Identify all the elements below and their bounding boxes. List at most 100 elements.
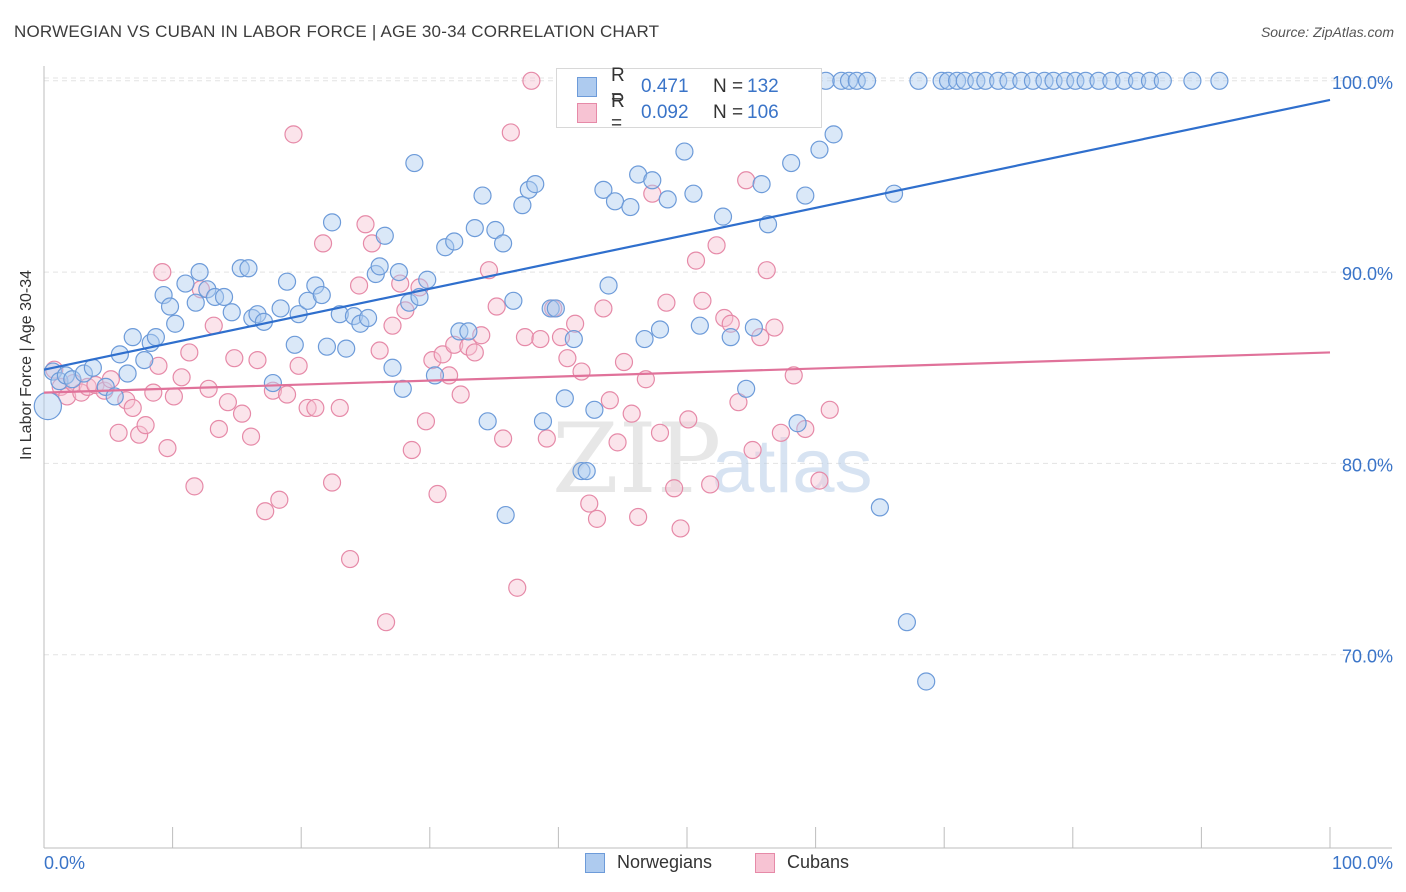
cubans-point <box>743 440 762 460</box>
norwegians-point <box>135 350 154 370</box>
norwegians-point <box>176 274 195 293</box>
norwegians-point <box>494 234 513 253</box>
norwegians-point <box>445 232 464 251</box>
r-value: 0.471 <box>641 76 689 97</box>
cubans-point <box>622 404 641 423</box>
norwegians-point <box>83 358 102 377</box>
norwegians-point <box>436 238 455 257</box>
norwegians-point <box>713 207 733 226</box>
norwegians-point <box>33 391 63 421</box>
norwegians-point <box>317 337 337 356</box>
norwegians-point <box>847 71 866 90</box>
legend-item-cubans[interactable]: Cubans <box>755 852 849 873</box>
cubans-point <box>445 335 464 354</box>
norwegians-point <box>621 197 640 217</box>
cubans-point <box>225 349 244 368</box>
norwegians-point <box>239 259 258 278</box>
cubans-point <box>701 475 720 494</box>
legend-swatch-blue <box>577 77 597 97</box>
watermark-zip: ZIP <box>552 403 721 515</box>
cubans-point <box>451 385 470 404</box>
norwegians-point <box>154 285 173 305</box>
legend-item-norwegians[interactable]: Norwegians <box>585 852 712 873</box>
legend-swatch-blue <box>585 852 605 873</box>
norwegians-point <box>478 412 497 431</box>
r-value: 0.092 <box>641 102 689 123</box>
norwegians-point <box>555 389 574 408</box>
cubans-point <box>693 291 712 310</box>
cubans-point <box>707 236 726 255</box>
norwegians-point <box>198 280 217 299</box>
cubans-point <box>241 427 261 446</box>
cubans-point <box>594 299 613 318</box>
x-tick-label: 100.0% <box>1332 853 1393 873</box>
stats-legend: R = 0.471 N = 132 R = 0.092 N = 106 <box>556 65 822 134</box>
norwegians-point <box>932 71 951 90</box>
norwegians-point <box>222 303 241 322</box>
norwegians-point <box>721 328 740 347</box>
norwegians-point <box>271 299 290 318</box>
cubans-point <box>765 318 784 337</box>
norwegians-point <box>405 153 424 173</box>
cubans-point <box>686 251 706 270</box>
trend-lines <box>43 98 1331 394</box>
norwegians-point <box>370 257 389 276</box>
cubans-point <box>109 423 128 442</box>
norwegians-point <box>635 329 654 349</box>
norwegians-point <box>752 175 771 194</box>
cubans-point <box>757 261 776 280</box>
cubans-point <box>566 314 585 333</box>
cubans-point <box>657 293 676 312</box>
norwegians-point <box>1140 71 1160 90</box>
cubans-point <box>172 368 191 387</box>
norwegians-point <box>947 71 967 90</box>
cubans-point <box>185 477 204 496</box>
norwegians-point <box>572 461 591 481</box>
y-tick-label: 70.0% <box>1342 647 1393 667</box>
cubans-point <box>423 350 442 370</box>
norwegians-trend-line <box>43 98 1331 371</box>
norwegians-point <box>897 613 917 632</box>
cubans-point <box>501 123 520 142</box>
cubans-point <box>136 416 155 435</box>
norwegians-point <box>1055 71 1075 90</box>
norwegians-point <box>857 71 877 90</box>
cubans-point <box>204 316 223 335</box>
norwegians-point <box>214 287 234 307</box>
norwegians-point <box>976 71 995 90</box>
y-tick-label: 100.0% <box>1332 73 1393 93</box>
cubans-point <box>671 519 690 538</box>
norwegians-point <box>400 293 419 312</box>
legend-label-cubans: Cubans <box>787 852 850 872</box>
norwegians-point <box>337 339 356 358</box>
norwegians-point <box>473 186 492 205</box>
norwegians-point <box>577 461 596 481</box>
norwegians-point <box>118 364 137 383</box>
norwegians-point <box>1076 71 1095 90</box>
norwegians-point <box>643 171 662 190</box>
cubans-point <box>537 429 556 448</box>
legend-swatch-pink <box>577 103 597 123</box>
norwegians-point <box>782 153 801 173</box>
norwegians-point <box>605 192 625 211</box>
cubans-point <box>771 423 790 442</box>
norwegians-point <box>690 316 709 335</box>
legend-label-norwegians: Norwegians <box>617 852 713 872</box>
cubans-point <box>256 502 275 521</box>
y-axis-label: In Labor Force | Age 30-34 <box>18 269 35 460</box>
norwegians-point <box>459 322 478 341</box>
cubans-point <box>164 387 183 406</box>
norwegians-point <box>1066 71 1085 90</box>
norwegians-point <box>496 505 515 525</box>
cubans-point <box>600 391 619 410</box>
norwegians-point <box>358 308 378 328</box>
norwegians-point <box>231 259 250 278</box>
norwegians-point <box>389 263 409 282</box>
cubans-point <box>515 328 535 347</box>
source-label: Source: ZipAtlas.com <box>1260 24 1394 40</box>
cubans-point <box>428 484 447 504</box>
cubans-point <box>784 366 803 385</box>
norwegians-point <box>533 412 553 431</box>
cubans-point <box>232 404 252 423</box>
